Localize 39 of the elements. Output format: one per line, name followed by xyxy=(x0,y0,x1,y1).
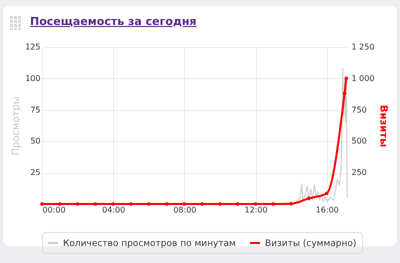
x-tick-label: 08:00 xyxy=(173,206,196,214)
point xyxy=(58,202,62,206)
point xyxy=(147,202,151,206)
x-tick-label: 04:00 xyxy=(102,206,126,214)
point xyxy=(164,202,168,206)
x-tick-label: 12:00 xyxy=(244,206,268,214)
point xyxy=(307,196,311,200)
point xyxy=(254,202,258,206)
y2-tick-label: 1 000 xyxy=(352,74,374,83)
y-tick-label: 75 xyxy=(30,105,40,114)
y2-tick-label: 500 xyxy=(352,136,367,146)
point xyxy=(342,92,346,96)
chart-title: Посещаемость за сегодня xyxy=(30,15,196,28)
point xyxy=(129,202,133,206)
legend-label: Количество просмотров по минутам xyxy=(63,239,236,249)
point xyxy=(325,192,328,196)
y2-tick-label: 750 xyxy=(352,105,367,114)
point xyxy=(272,202,276,206)
x-tick-label: 00:00 xyxy=(42,206,66,214)
point xyxy=(182,202,186,206)
line-series xyxy=(290,68,348,204)
x-tick-label: 16:00 xyxy=(316,206,339,214)
point xyxy=(289,202,293,206)
y-tick-label: 25 xyxy=(30,168,40,178)
point xyxy=(344,76,348,80)
point xyxy=(111,202,115,206)
y2-tick-label: 1 250 xyxy=(352,42,374,52)
y-tick-label: 125 xyxy=(25,42,40,52)
point xyxy=(236,202,240,206)
point xyxy=(40,202,44,206)
y2-tick-label: 250 xyxy=(352,168,367,178)
point xyxy=(200,202,204,206)
point xyxy=(76,202,80,206)
y-tick-label: 50 xyxy=(30,136,40,146)
y2-axis-title: Визиты xyxy=(377,104,388,148)
y-tick-label: 100 xyxy=(25,74,40,83)
point xyxy=(218,202,222,206)
point xyxy=(94,202,98,206)
legend-label: Визиты (суммарно) xyxy=(265,239,356,249)
